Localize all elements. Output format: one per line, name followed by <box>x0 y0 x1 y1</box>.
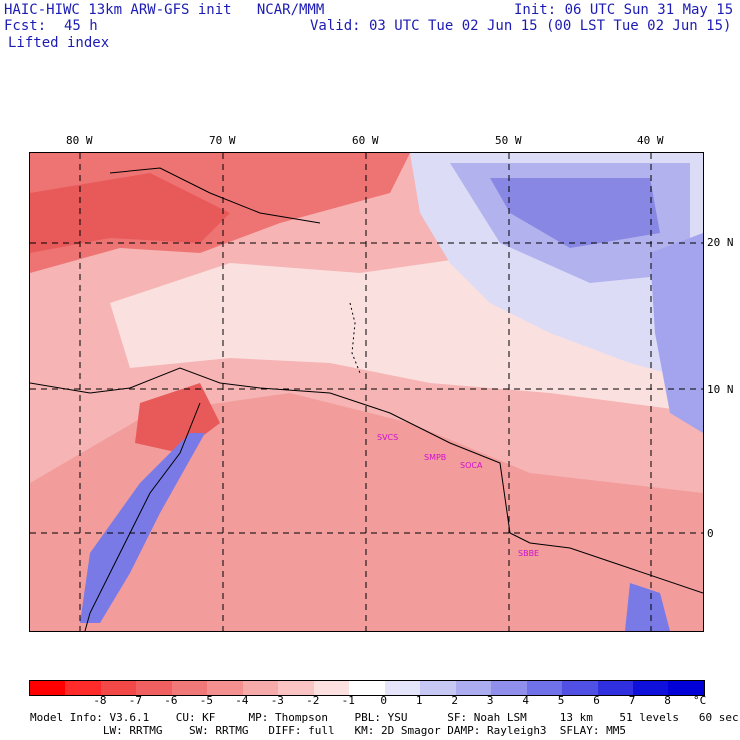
colorbar-tick-label: -3 <box>270 694 284 707</box>
lon-label-40w: 40 W <box>637 134 664 147</box>
colorbar-tick-label: 6 <box>593 694 600 707</box>
colorbar-tick-label: 8 <box>664 694 671 707</box>
model-info-line2: LW: RRTMG SW: RRTMG DIFF: full KM: 2D Sm… <box>30 724 627 737</box>
colorbar-tick-label: 7 <box>628 694 636 707</box>
station-label: SOCA <box>460 461 483 470</box>
lifted-index-map: SVCS SMPB SOCA SBBE <box>29 152 704 632</box>
coastline-islands <box>109 167 321 224</box>
header-title: HAIC-HIWC 13km ARW-GFS init NCAR/MMM <box>4 2 325 18</box>
lat-label-20n: 20 N <box>707 236 734 249</box>
colorbar-tick-label: 1 <box>415 694 423 707</box>
colorbar-tick-label: 2 <box>451 694 458 707</box>
colorbar-tick-label: 5 <box>557 694 565 707</box>
colorbar-tick-label: -7 <box>128 694 143 707</box>
lat-label-eq: 0 <box>707 527 714 540</box>
colorbar-swatch <box>526 681 563 695</box>
colorbar-tick-label: -4 <box>235 694 249 707</box>
colorbar-swatch <box>100 681 137 695</box>
colorbar-swatch <box>171 681 208 695</box>
colorbar-tick-label: -2 <box>306 694 320 707</box>
colorbar-swatch <box>632 681 669 695</box>
field-blue-core-dark <box>490 178 660 248</box>
colorbar-swatch <box>136 681 172 695</box>
station-label: SMPB <box>424 453 447 462</box>
coastline-west <box>84 402 201 631</box>
colorbar-swatch <box>597 681 633 695</box>
colorbar-swatch <box>384 681 421 695</box>
colorbar-swatch <box>562 681 598 695</box>
colorbar-swatch <box>242 681 279 695</box>
lon-label-80w: 80 W <box>66 134 93 147</box>
lesser-antilles <box>349 302 361 374</box>
station-label: SVCS <box>377 433 399 442</box>
graticule <box>30 153 703 631</box>
colorbar-swatch <box>420 681 456 695</box>
field-se-blue <box>625 583 670 631</box>
colorbar-swatch <box>668 681 704 695</box>
field-blue-east <box>650 233 703 433</box>
valid-time: Valid: 03 UTC Tue 02 Jun 15 (00 LST Tue … <box>310 18 732 34</box>
station-label: SBBE <box>518 549 540 558</box>
colorbar-swatch <box>491 681 527 695</box>
colorbar-swatch <box>207 681 243 695</box>
colorbar-tick-label: -8 <box>93 694 107 707</box>
coastline-sa <box>30 367 703 594</box>
colorbar-tick-label: 0 <box>380 694 388 707</box>
colorbar-swatch <box>65 681 101 695</box>
map-field-svg <box>30 153 703 631</box>
colorbar-tick-label: 4 <box>522 694 529 707</box>
colorbar-swatch <box>455 681 492 695</box>
colorbar-swatch <box>313 681 350 695</box>
lon-label-50w: 50 W <box>495 134 522 147</box>
field-name: Lifted index <box>8 35 110 51</box>
colorbar-unit: °C <box>693 694 707 707</box>
colorbar-tick-label: -5 <box>199 694 213 707</box>
lon-label-70w: 70 W <box>209 134 236 147</box>
colorbar-swatch <box>30 681 66 695</box>
lon-label-60w: 60 W <box>352 134 379 147</box>
colorbar-tick-label: -6 <box>164 694 178 707</box>
field-sa-red <box>30 393 703 631</box>
colorbar <box>29 680 705 696</box>
lat-label-10n: 10 N <box>707 383 734 396</box>
init-time: Init: 06 UTC Sun 31 May 15 <box>514 2 734 18</box>
colorbar-swatch <box>349 681 385 695</box>
model-info-line1: Model Info: V3.6.1 CU: KF MP: Thompson P… <box>30 711 739 724</box>
forecast-label: Fcst: <box>4 18 47 34</box>
colorbar-tick-label: -1 <box>341 694 355 707</box>
colorbar-swatch <box>278 681 314 695</box>
colorbar-tick-label: 3 <box>486 694 494 707</box>
field-pacific-blue <box>80 433 205 623</box>
forecast-hour: 45 h <box>64 18 98 34</box>
